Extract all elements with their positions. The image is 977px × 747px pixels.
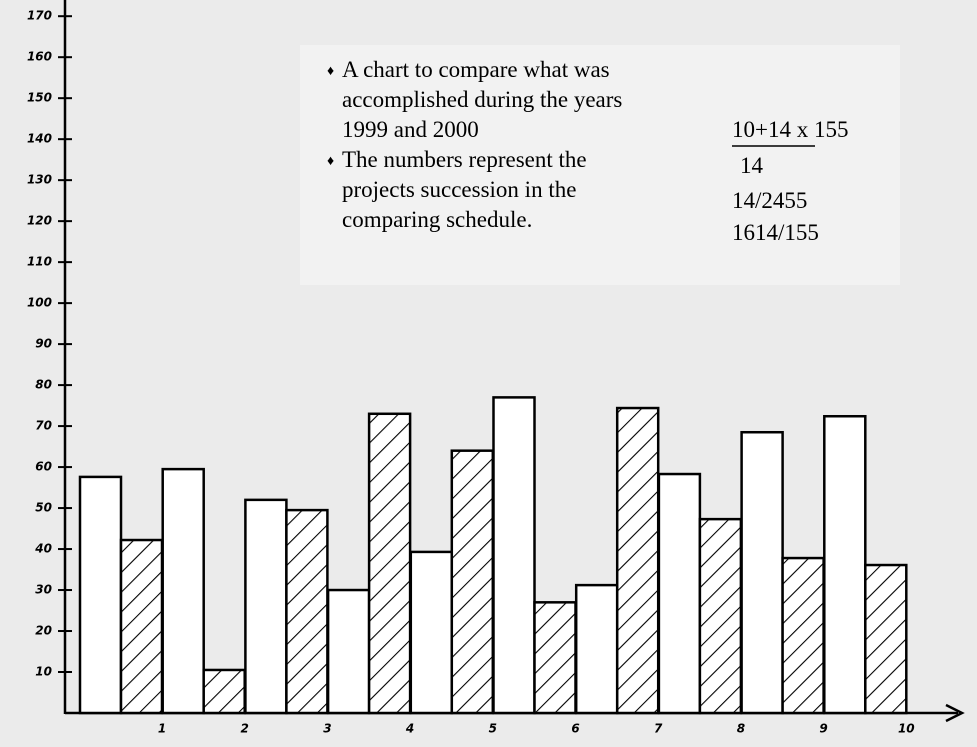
bar [245,500,286,713]
bar [80,477,121,713]
bar [659,474,700,713]
x-tick-label: 5 [489,722,497,736]
y-tick-label: 130 [27,173,52,187]
x-tick-label: 9 [819,722,827,736]
bar [783,558,824,713]
bullet: ♦ [327,64,334,79]
y-tick-label: 160 [27,50,52,64]
y-tick-label: 90 [35,337,52,351]
bar [411,552,452,713]
bar [824,416,865,713]
bar [121,540,162,713]
bar [494,397,535,713]
bar [742,432,783,713]
x-tick-label: 4 [405,722,414,736]
x-tick-label: 1 [158,722,166,736]
x-tick-label: 7 [654,722,663,736]
calculation-line: 14 [740,153,764,178]
x-tick-label: 6 [571,722,579,736]
y-tick-label: 100 [27,296,52,310]
y-tick-label: 110 [27,255,52,269]
note-line: accomplished during the years [342,87,622,112]
note-line: A chart to compare what was [342,57,610,82]
y-tick-label: 20 [35,624,52,638]
x-tick-label: 3 [323,722,331,736]
y-tick-label: 60 [35,460,52,474]
calculation-line: 10+14 x 155 [732,117,848,142]
bar [286,510,327,713]
y-tick-label: 30 [35,583,52,597]
note-line: The numbers represent the [342,147,587,172]
bar [204,670,245,713]
bar [700,519,741,713]
y-tick-label: 10 [35,665,52,679]
bar [576,585,617,713]
calculation-line: 1614/155 [732,220,819,245]
y-tick-label: 150 [27,91,52,105]
bar [163,469,204,713]
note-line: comparing schedule. [342,207,532,232]
y-tick-label: 140 [27,132,52,146]
y-tick-label: 70 [35,419,52,433]
y-tick-label: 170 [27,9,52,23]
x-tick-label: 10 [898,722,915,736]
bullet: ♦ [327,154,334,169]
y-tick-label: 50 [35,501,52,515]
bar [452,451,493,713]
bar [865,565,906,713]
y-tick-label: 120 [27,214,52,228]
bar [535,602,576,713]
x-tick-label: 2 [241,722,249,736]
bar [328,590,369,713]
note-line: projects succession in the [342,177,576,202]
calculation-line: 14/2455 [732,188,807,213]
y-tick-label: 80 [35,378,52,392]
note-line: 1999 and 2000 [342,117,479,142]
bar [617,408,658,713]
x-tick-label: 8 [737,722,745,736]
y-tick-label: 40 [34,542,52,556]
bar [369,414,410,713]
chart: 1020304050607080901001101201301401501601… [0,0,977,747]
